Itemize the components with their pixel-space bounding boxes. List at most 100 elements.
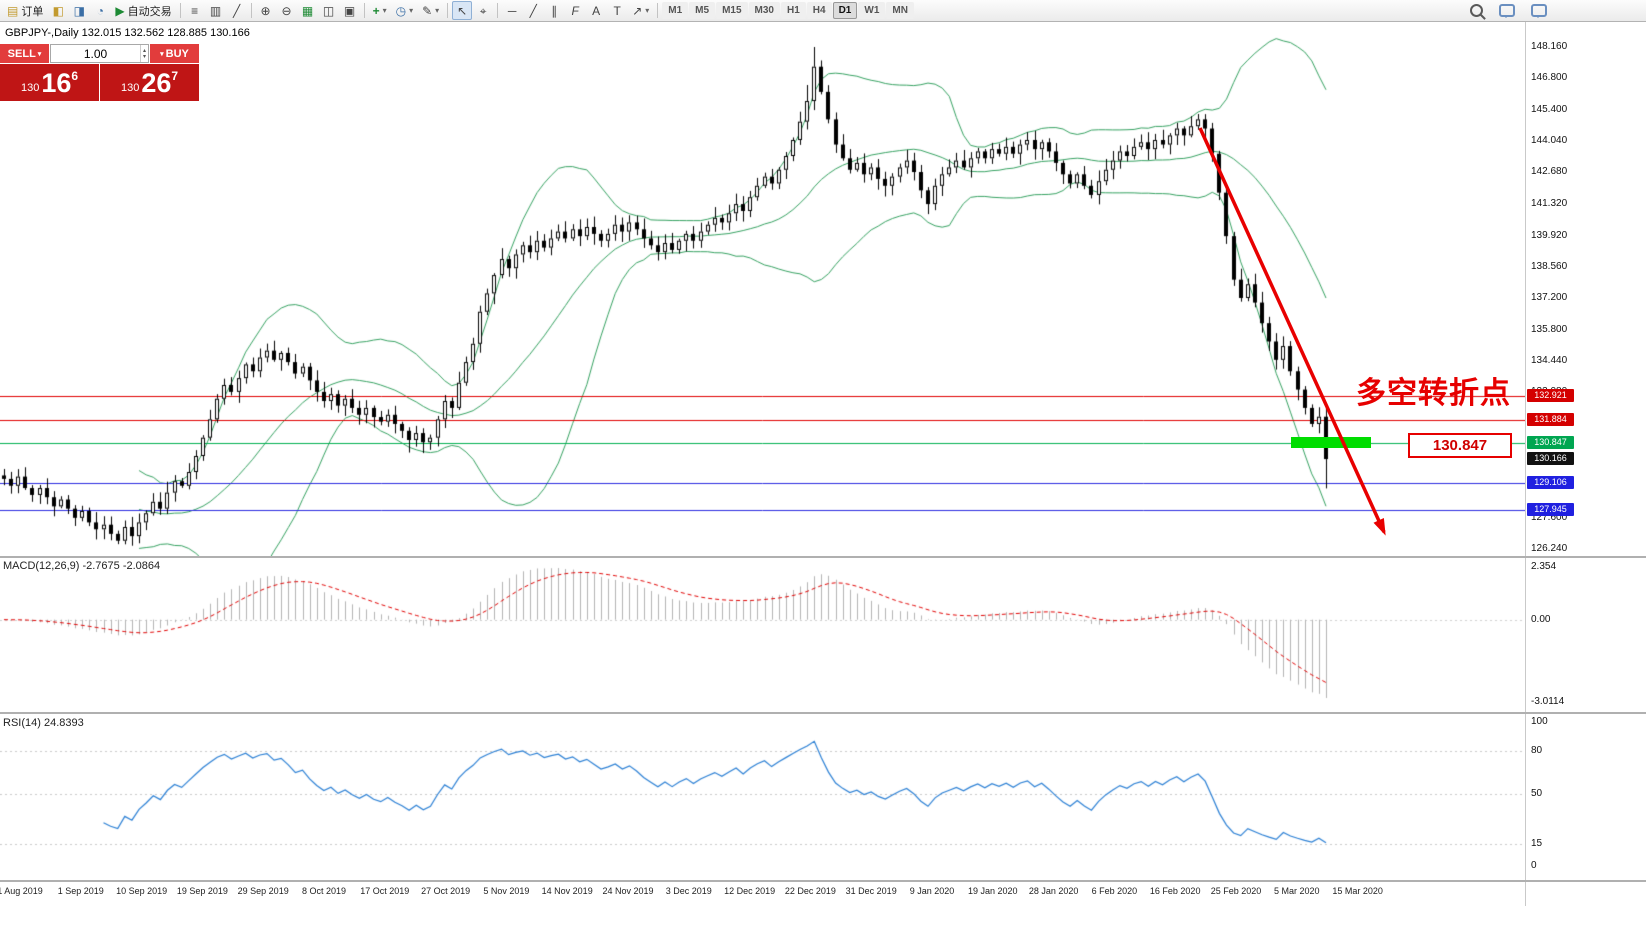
autotrading-button[interactable]: ▶ 自动交易 — [111, 1, 175, 20]
line-chart-button[interactable]: ╱ — [227, 1, 247, 20]
tile-windows-button[interactable]: ▦ — [298, 1, 318, 20]
trendline-button[interactable]: ╱ — [523, 1, 543, 20]
templates-button[interactable]: ✎ ▾ — [418, 1, 443, 20]
date-label: 28 Jan 2020 — [1028, 886, 1079, 896]
macd-indicator-chart[interactable] — [0, 558, 1525, 712]
panel-separator[interactable] — [0, 880, 1646, 882]
arrows-icon: ↗ — [632, 3, 643, 18]
volume-stepper[interactable]: ▴ ▾ — [139, 45, 148, 62]
date-axis[interactable]: 1 Aug 2019 1 Sep 2019 10 Sep 2019 19 Sep 20… — [0, 882, 1525, 904]
price-tick: 146.800 — [1531, 72, 1568, 84]
chat-icon — [1499, 4, 1515, 18]
date-label: 25 Feb 2020 — [1210, 886, 1262, 896]
rsi-label: RSI(14) 24.8393 — [3, 717, 84, 729]
date-label: 16 Feb 2020 — [1149, 886, 1201, 896]
buy-price-display[interactable]: 130 26 7 — [100, 64, 199, 101]
date-label: 6 Feb 2020 — [1091, 886, 1138, 896]
price-tick: 134.440 — [1531, 355, 1568, 367]
support-highlight-rect[interactable] — [1291, 437, 1371, 448]
rsi-tick: 50 — [1531, 788, 1543, 799]
price-callout-label[interactable]: 130.847 — [1408, 433, 1512, 458]
macd-tick: 0.00 — [1531, 613, 1551, 625]
timeframe-button-M5[interactable]: M5 — [689, 2, 716, 19]
new-order-button[interactable]: ▤ 订单 — [3, 1, 47, 20]
date-label: 9 Jan 2020 — [909, 886, 955, 896]
navigator-icon: ◔ — [96, 3, 104, 18]
arrange-windows-button[interactable]: ◫ — [319, 1, 339, 20]
text-label-icon: T — [613, 3, 621, 18]
sell-price-display[interactable]: 130 16 6 — [0, 64, 99, 101]
price-tag: 127.945 — [1527, 502, 1574, 516]
cascade-windows-button[interactable]: ▣ — [340, 1, 360, 20]
toolbar-separator — [657, 3, 659, 18]
zoom-in-icon: ⊕ — [260, 3, 271, 18]
timeframe-button-M30[interactable]: M30 — [748, 2, 780, 19]
cursor-button[interactable]: ↖ — [452, 1, 473, 20]
price-tick: 141.320 — [1531, 197, 1568, 209]
horizontal-line-icon: ─ — [507, 3, 517, 18]
fibonacci-button[interactable]: F — [565, 1, 585, 20]
date-label: 1 Sep 2019 — [57, 886, 104, 896]
market-watch-button[interactable]: ◨ — [69, 1, 89, 20]
trendline-icon: ╱ — [529, 3, 537, 18]
date-label: 31 Dec 2019 — [845, 886, 897, 896]
bar-chart-button[interactable]: ≡ — [185, 1, 205, 20]
timeframe-button-D1[interactable]: D1 — [832, 2, 858, 19]
community-icon — [1531, 4, 1547, 18]
main-price-chart[interactable] — [0, 22, 1525, 556]
panel-separator[interactable] — [0, 556, 1646, 558]
line-chart-icon: ╱ — [232, 3, 241, 18]
channel-button[interactable]: ∥ — [544, 1, 564, 20]
horizontal-line-button[interactable]: ─ — [502, 1, 522, 20]
spin-up-icon: ▴ — [142, 47, 146, 54]
symbol-ohlc-line: GBPJPY-,Daily 132.015 132.562 128.885 13… — [5, 27, 250, 39]
crosshair-button[interactable]: ⌖ — [473, 1, 493, 20]
history-center-button[interactable]: ◧ — [48, 1, 68, 20]
text-button[interactable]: A — [586, 1, 606, 20]
price-tick: 139.920 — [1531, 229, 1568, 241]
timeframe-button-W1[interactable]: W1 — [858, 2, 886, 19]
date-label: 22 Dec 2019 — [784, 886, 836, 896]
buy-dropdown-icon: ▾ — [160, 50, 164, 58]
toolbar-separator — [250, 3, 252, 18]
toolbar: ▤ 订单 ◧ ◨ ◔ ▶ 自动交易 ≡ ▥ ╱ ⊕ ⊖ ▦ ◫ ▣ + ▾ ◷ ▾ … — [0, 0, 1646, 22]
timeframe-button-H4[interactable]: H4 — [806, 2, 832, 19]
search-button[interactable] — [1466, 1, 1487, 20]
periods-button[interactable]: ◷ ▾ — [392, 1, 418, 20]
price-tag: 130.166 — [1527, 452, 1574, 466]
price-tick: 148.160 — [1531, 41, 1568, 52]
date-label: 24 Nov 2019 — [602, 886, 654, 896]
community-button[interactable] — [1527, 1, 1551, 20]
sell-button[interactable]: SELL ▾ — [0, 44, 49, 63]
zoom-out-button[interactable]: ⊖ — [277, 1, 297, 20]
price-tick: 138.560 — [1531, 260, 1568, 272]
timeframe-button-M1[interactable]: M1 — [662, 2, 689, 19]
market-watch-icon: ◨ — [73, 3, 86, 18]
rsi-tick: 15 — [1531, 838, 1543, 850]
shapes-button[interactable]: ↗ ▾ — [628, 1, 653, 20]
macd-tick: -3.0114 — [1531, 696, 1565, 707]
timeframe-button-H1[interactable]: H1 — [780, 2, 806, 19]
price-tag: 131.884 — [1527, 412, 1574, 426]
text-label-button[interactable]: T — [607, 1, 627, 20]
rsi-indicator-chart[interactable] — [0, 714, 1525, 880]
price-tag: 130.847 — [1527, 436, 1574, 450]
macd-tick: 2.354 — [1531, 561, 1557, 572]
turning-point-annotation[interactable]: 多空转折点 — [1356, 377, 1511, 410]
price-axis[interactable]: 148.160 146.800 145.400 144.040 142.680 141.3… — [1525, 22, 1646, 906]
buy-button[interactable]: ▾ BUY — [150, 44, 199, 63]
zoom-out-icon: ⊖ — [281, 3, 292, 18]
price-tick: 137.200 — [1531, 291, 1568, 303]
volume-input[interactable] — [51, 45, 140, 62]
timeframe-button-MN[interactable]: MN — [886, 2, 914, 19]
zoom-in-button[interactable]: ⊕ — [256, 1, 276, 20]
panel-separator[interactable] — [0, 712, 1646, 714]
candlestick-chart-button[interactable]: ▥ — [206, 1, 226, 20]
spin-down-icon: ▾ — [142, 53, 146, 60]
periods-icon: ◷ — [395, 3, 407, 18]
timeframe-button-M15[interactable]: M15 — [716, 2, 748, 19]
chat-button[interactable] — [1495, 1, 1519, 20]
navigator-button[interactable]: ◔ — [90, 1, 110, 20]
add-indicator-button[interactable]: + ▾ — [369, 1, 391, 20]
